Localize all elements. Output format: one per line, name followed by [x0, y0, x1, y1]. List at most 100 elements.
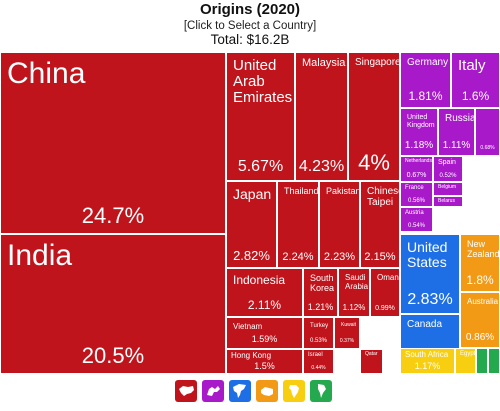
tile-chinese-taipei[interactable]: Chinese Taipei 2.15% — [360, 181, 400, 268]
tile-value: 5.67% — [237, 158, 284, 175]
oceania-icon[interactable] — [256, 380, 278, 402]
tile-south-africa[interactable]: South Africa 1.17% — [400, 348, 455, 374]
tile-label: Japan — [233, 186, 272, 202]
tile-label: Singapore — [355, 57, 400, 68]
tile-malaysia[interactable]: Malaysia 4.23% — [295, 52, 348, 181]
tile-label: United Arab Emirates — [233, 57, 293, 107]
treemap: China 24.7% India 20.5% United Arab Emirates… — [0, 52, 500, 374]
tile-united-arab-emirates[interactable]: United Arab Emirates 5.67% — [226, 52, 295, 181]
tile-label: Belarus — [438, 198, 455, 204]
tile-value: 0.67% — [406, 172, 427, 179]
tile-saudi-arabia[interactable]: Saudi Arabia 1.12% — [338, 268, 370, 317]
tile-vietnam[interactable]: Vietnam 1.59% — [226, 317, 303, 349]
total-value: Total: $16.2B — [210, 32, 290, 47]
tile-value: 1.18% — [404, 140, 434, 151]
tile-value: 1.11% — [442, 140, 471, 151]
tile-label: Hong Kong — [231, 351, 272, 360]
tile-belgium[interactable]: Belgium — [433, 182, 463, 196]
tile-label: Germany — [407, 57, 449, 68]
tile-label: Indonesia — [233, 273, 286, 287]
tile-china[interactable]: China 24.7% — [0, 52, 226, 234]
tile-value: 0.37% — [339, 338, 355, 344]
tile-australia[interactable]: Australia 0.86% — [460, 292, 500, 348]
tile-indonesia[interactable]: Indonesia 2.11% — [226, 268, 303, 317]
tile-value: 1.12% — [342, 303, 366, 312]
tile-united-kingdom[interactable]: United Kingdom 1.18% — [400, 108, 438, 156]
tile-label: Egypt — [460, 351, 476, 357]
tile-egypt[interactable]: Egypt — [455, 348, 476, 374]
tile-label: India — [7, 239, 73, 272]
south-america-icon[interactable] — [310, 380, 332, 402]
tile-india[interactable]: India 20.5% — [0, 234, 226, 374]
tile-spain[interactable]: Spain 0.52% — [433, 156, 463, 182]
asia-icon[interactable] — [175, 380, 197, 402]
tile-austria[interactable]: Austria 0.54% — [400, 207, 433, 232]
tile-germany[interactable]: Germany 1.81% — [400, 52, 451, 108]
tile-belarus[interactable]: Belarus — [433, 196, 463, 207]
tile-turkey[interactable]: Turkey 0.53% — [303, 317, 334, 349]
tile-oman[interactable]: Oman 0.99% — [370, 268, 400, 317]
north-america-icon[interactable] — [229, 380, 251, 402]
tile-netherlands[interactable]: Netherlands 0.67% — [400, 156, 433, 182]
select-country-hint[interactable]: [Click to Select a Country] — [183, 20, 317, 32]
tile-label: United Kingdom — [407, 114, 435, 129]
tile-value: 1.59% — [251, 334, 278, 344]
tile-label: Russia — [445, 113, 475, 124]
tile-label: Thailand — [284, 186, 319, 196]
tile-label: China — [7, 57, 86, 90]
tile-label: Kuwait — [341, 322, 357, 328]
tile-label: Spain — [438, 159, 456, 166]
tile-russia[interactable]: Russia 1.11% — [438, 108, 475, 156]
tile-south-america-36[interactable] — [476, 348, 488, 374]
tile-label: Saudi Arabia — [345, 273, 369, 291]
tile-value: 0.68% — [480, 145, 495, 151]
tile-label: Oman — [377, 273, 399, 282]
tile-value: 0.44% — [311, 365, 326, 371]
tile-new-zealand[interactable]: New Zealand 1.8% — [460, 234, 500, 292]
tile-singapore[interactable]: Singapore 4% — [348, 52, 400, 181]
tile-value: 0.99% — [375, 305, 395, 312]
tile-south-america-37[interactable] — [488, 348, 500, 374]
tile-label: Australia — [467, 297, 499, 306]
tile-value: 2.83% — [407, 291, 453, 308]
tile-label: Pakistan — [326, 186, 360, 196]
tile-japan[interactable]: Japan 2.82% — [226, 181, 277, 268]
tile-value: 1.6% — [461, 89, 490, 103]
tile-value: 2.24% — [282, 251, 314, 263]
tile-hong-kong[interactable]: Hong Kong 1.5% — [226, 349, 303, 374]
tile-south-korea[interactable]: South Korea 1.21% — [303, 268, 338, 317]
tile-value: 24.7% — [81, 203, 145, 228]
tile-label: Vietnam — [233, 322, 263, 331]
tile-label: South Korea — [310, 273, 335, 293]
tile-israel[interactable]: Israel 0.44% — [303, 349, 334, 374]
tile-value: 1.5% — [254, 361, 275, 371]
tile-value: 0.86% — [465, 332, 495, 343]
tile-france[interactable]: France 0.56% — [400, 182, 433, 207]
tile-united-states[interactable]: United States 2.83% — [400, 234, 460, 314]
europe-icon[interactable] — [202, 380, 224, 402]
chart-title: Origins (2020) — [199, 1, 301, 18]
tile-label: Italy — [458, 57, 486, 74]
tile-value: 0.52% — [439, 173, 457, 179]
tile-italy[interactable]: Italy 1.6% — [451, 52, 500, 108]
tile-value: 1.81% — [408, 89, 443, 103]
tile-europe-23[interactable]: 0.68% — [475, 108, 500, 156]
tile-qatar[interactable]: Qatar — [360, 349, 383, 374]
tile-label: Canada — [407, 319, 443, 330]
tile-value: 4.23% — [298, 158, 345, 175]
tile-label: Israel — [308, 352, 323, 358]
tile-kuwait[interactable]: Kuwait 0.37% — [334, 317, 360, 349]
tile-thailand[interactable]: Thailand 2.24% — [277, 181, 319, 268]
tile-value: 0.53% — [309, 338, 327, 344]
tile-value: 0.56% — [407, 198, 425, 204]
tile-label: Qatar — [365, 351, 378, 357]
chart-header: Origins (2020) [Click to Select a Countr… — [0, 0, 500, 52]
tile-label: Austria — [405, 210, 424, 216]
tile-label: Chinese Taipei — [367, 186, 399, 208]
africa-icon[interactable] — [283, 380, 305, 402]
tile-label: Malaysia — [302, 57, 346, 69]
tile-pakistan[interactable]: Pakistan 2.23% — [319, 181, 360, 268]
tile-label: Turkey — [310, 323, 329, 329]
tile-value: 1.21% — [307, 302, 334, 312]
tile-value: 1.17% — [414, 361, 441, 371]
